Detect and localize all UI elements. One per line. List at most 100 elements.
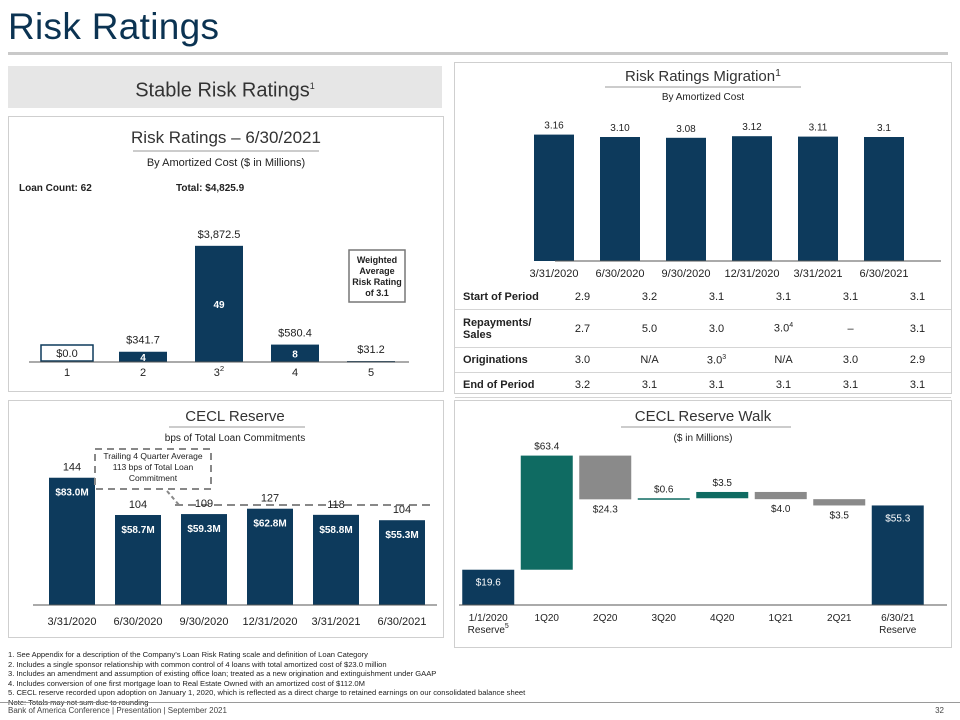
footnote: 5. CECL reserve recorded upon adoption o…: [8, 688, 526, 698]
cell-value: N/A: [640, 354, 659, 366]
x-tick-label: 6/30/2020: [596, 268, 645, 280]
cell-value: 3.1: [909, 379, 926, 391]
value-label: $63.4: [534, 442, 559, 453]
weighted-average-callout-text: of 3.1: [365, 288, 389, 298]
cell-value: 3.0: [574, 354, 591, 366]
table-cell: 3.1: [884, 309, 951, 348]
loan-count-label: Loan Count: 62: [19, 183, 92, 194]
bps-label: 109: [195, 498, 213, 510]
x-tick-label: 12/31/2020: [724, 268, 779, 280]
table-cell: 2.9: [884, 347, 951, 373]
value-label: $0.6: [654, 484, 674, 495]
bar-12/31/2020: [732, 136, 772, 261]
chart-subtitle: ($ in Millions): [674, 433, 733, 444]
cell-value: 3.1: [641, 379, 658, 391]
waterfall-bar-4Q20: [696, 491, 749, 499]
bps-label: 104: [129, 499, 147, 511]
cell-value: N/A: [774, 354, 793, 366]
bar-6/30/2020: [115, 514, 161, 605]
footnote: 4. Includes conversion of one first mort…: [8, 678, 365, 688]
x-tick-label: 1/1/2020: [469, 613, 508, 624]
chart-title: Risk Ratings Migration1: [625, 67, 781, 85]
cell-value: 3.0: [842, 354, 859, 366]
x-tick-label: 32: [214, 364, 224, 379]
weighted-average-callout-text: Risk Rating: [352, 277, 402, 287]
x-tick-label-footnote-ref: 5: [505, 623, 509, 630]
chart-subtitle: bps of Total Loan Commitments: [165, 433, 305, 444]
risk-ratings-panel: Risk Ratings – 6/30/2021 By Amortized Cos…: [8, 116, 444, 392]
row-label: Originations: [455, 347, 549, 373]
footer-divider: [0, 702, 960, 703]
footer-text: Bank of America Conference | Presentatio…: [8, 706, 227, 715]
bar-rating-4: [271, 344, 319, 362]
table-cell: 3.1: [750, 372, 817, 398]
value-label: 3.10: [610, 123, 630, 134]
table-cell: 3.0: [549, 347, 616, 373]
x-tick-label: 3/31/2020: [48, 616, 97, 628]
cell-value: 3.2: [574, 379, 591, 391]
chart-title: CECL Reserve: [185, 408, 284, 425]
table-row: End of Period 3.2 3.1 3.1 3.1 3.1 3.1: [455, 372, 951, 398]
cell-value: 3.1: [775, 291, 792, 303]
x-tick-label: 3/31/2021: [794, 268, 843, 280]
value-label: $31.2: [357, 344, 385, 356]
table-cell: 3.1: [616, 372, 683, 398]
table-cell: 2.7: [549, 309, 616, 348]
risk-ratings-migration-chart: Risk Ratings Migration1 By Amortized Cost…: [530, 67, 941, 280]
chart-title: Risk Ratings – 6/30/2021: [131, 128, 321, 147]
bar-9/30/2020: [666, 137, 706, 261]
callout-connector: [166, 490, 180, 506]
trailing-average-callout-box: [94, 448, 212, 490]
table-cell: 3.1: [884, 372, 951, 398]
x-tick-label: 6/30/2020: [114, 616, 163, 628]
waterfall-bar-1-1-2020-Reserve: [462, 569, 515, 605]
bar-3/31/2021: [798, 136, 838, 261]
table-cell: 2.9: [549, 285, 616, 310]
value-label: 3.1: [877, 123, 891, 134]
table-row: Originations 3.0 N/A 3.03 N/A 3.0 2.9: [455, 347, 951, 373]
table-cell: –: [817, 309, 884, 348]
stable-risk-ratings-banner: Stable Risk Ratings1: [8, 66, 442, 108]
banner-label: Stable Risk Ratings: [135, 79, 310, 102]
cell-value: 3.1: [775, 379, 792, 391]
cell-value: 3.0: [706, 354, 723, 367]
x-tick-label: 1: [64, 367, 70, 379]
bar-6/30/2021: [864, 137, 904, 261]
value-label: $83.0M: [55, 488, 88, 499]
bar-3/31/2020: [49, 477, 95, 605]
value-label: $58.7M: [121, 525, 154, 536]
value-label: $62.8M: [253, 519, 286, 530]
bar-rating-2: [119, 351, 167, 362]
table-cell: 3.1: [683, 285, 750, 310]
bar-6/30/2020: [600, 137, 640, 261]
table-cell: N/A: [750, 347, 817, 373]
bar-12/31/2020: [247, 508, 293, 605]
trailing-average-callout-text: Trailing 4 Quarter Average: [103, 451, 202, 461]
x-tick-label-main: 1: [64, 367, 70, 379]
cecl-reserve-walk-panel: CECL Reserve Walk ($ in Millions) $19.6 1/1…: [454, 400, 952, 648]
table-row: Start of Period 2.9 3.2 3.1 3.1 3.1 3.1: [455, 285, 951, 310]
x-tick-label: 12/31/2020: [242, 616, 297, 628]
cell-value: 3.1: [909, 322, 926, 335]
migration-table: Start of Period 2.9 3.2 3.1 3.1 3.1 3.1 Repayme…: [455, 285, 951, 398]
bps-label: 118: [327, 499, 345, 511]
table-cell: 3.1: [750, 285, 817, 310]
x-tick-label: 5: [368, 367, 374, 379]
bps-label: 104: [393, 504, 411, 516]
row-label: End of Period: [455, 372, 549, 398]
value-label: $58.8M: [319, 525, 352, 536]
table-cell: 3.1: [817, 372, 884, 398]
value-label: 3.16: [544, 121, 564, 132]
table-cell: 3.2: [549, 372, 616, 398]
x-tick-label: 6/30/2021: [860, 268, 909, 280]
chart-title-footnote-ref: 1: [775, 67, 781, 79]
value-label: $24.3: [593, 504, 618, 515]
cell-value: 3.1: [842, 379, 859, 391]
cell-footnote-ref: 3: [722, 353, 727, 361]
banner-footnote-ref: 1: [309, 81, 315, 91]
x-tick-label: Reserve: [879, 625, 917, 636]
x-tick-label: 2Q20: [593, 613, 618, 624]
table-row: Repayments/ Sales 2.7 5.0 3.0 3.04–3.1: [455, 309, 951, 348]
value-box-rating-1: [40, 344, 94, 362]
x-tick-label: 4: [292, 367, 298, 379]
